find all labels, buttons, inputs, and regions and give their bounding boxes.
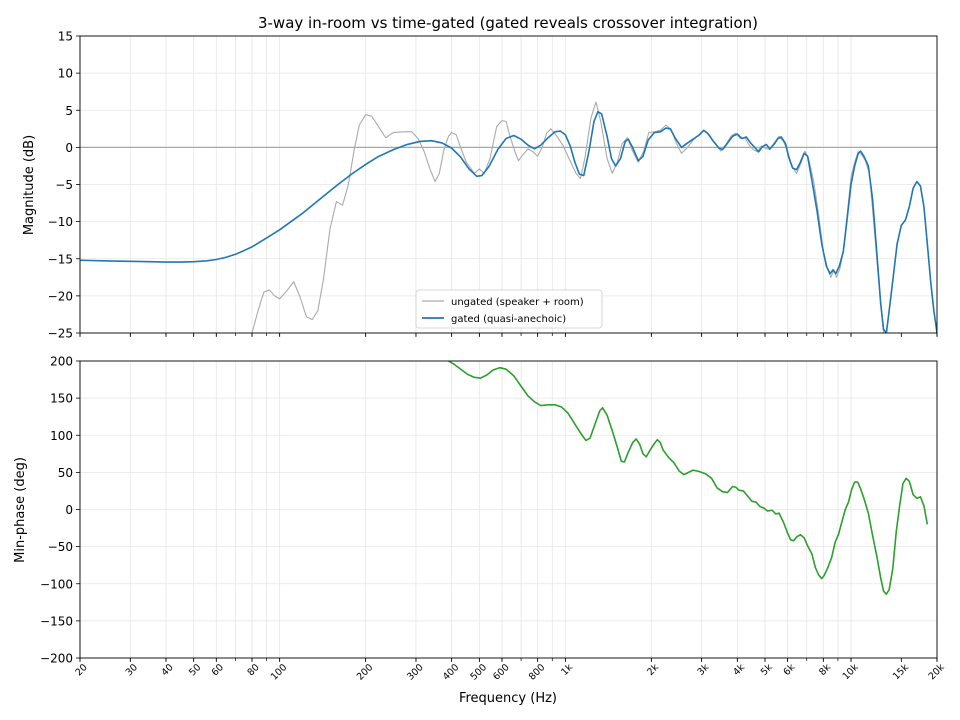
y-tick-label: 0 <box>65 503 73 517</box>
x-tick-label: 200 <box>355 662 376 683</box>
y-tick-label: −5 <box>55 178 73 192</box>
x-tick-label: 20k <box>927 662 948 683</box>
x-tick-label: 100 <box>269 662 290 683</box>
legend-box <box>415 289 603 329</box>
x-tick-label: 2k <box>645 662 661 678</box>
x-tick-label: 8k <box>817 662 833 678</box>
y-tick-label: −150 <box>40 614 73 628</box>
y-tick-label: 15 <box>58 30 73 44</box>
y-axis-label-phase: Min-phase (deg) <box>13 457 28 563</box>
x-tick-label: 40 <box>159 662 175 678</box>
x-tick-label: 3k <box>695 662 711 678</box>
x-tick-label: 5k <box>759 662 775 678</box>
x-tick-label: 10k <box>841 662 862 683</box>
y-tick-label: 100 <box>50 429 73 443</box>
x-tick-label: 600 <box>491 662 512 683</box>
x-tick-label: 400 <box>441 662 462 683</box>
y-tick-label: 200 <box>50 355 73 369</box>
x-tick-label: 60 <box>210 662 226 678</box>
gated-series-line <box>80 110 937 333</box>
chart-title: 3-way in-room vs time-gated (gated revea… <box>258 14 758 32</box>
y-tick-label: 50 <box>58 466 73 480</box>
x-tick-label: 4k <box>731 662 747 678</box>
magnitude-panel: 15 10 5 0 −5 −10 −15 −20 −25 <box>48 30 938 341</box>
y-axis-label-magnitude: Magnitude (dB) <box>22 135 37 235</box>
x-tick-label: 15k <box>891 662 912 683</box>
plot-frame <box>79 360 938 659</box>
x-tick-label: 500 <box>469 662 490 683</box>
y-tick-label: −10 <box>48 215 73 229</box>
y-tick-label: −200 <box>40 652 73 666</box>
x-tick-label: 300 <box>405 662 426 683</box>
y-tick-label: −20 <box>48 289 73 303</box>
x-tick-label: 80 <box>245 662 261 678</box>
y-tick-label: 0 <box>65 141 73 155</box>
x-tick-label: 1k <box>559 662 575 678</box>
y-tick-label: −15 <box>48 252 73 266</box>
x-tick-label: 50 <box>187 662 203 678</box>
x-tick-label: 800 <box>527 662 548 683</box>
x-tick-label: 20 <box>73 662 89 678</box>
y-tick-label: −100 <box>40 577 73 591</box>
y-tick-label: −25 <box>48 327 73 341</box>
x-axis-label: Frequency (Hz) <box>459 691 557 706</box>
phase-series-line <box>448 361 929 595</box>
x-tick-label: 30 <box>124 662 140 678</box>
legend-label: gated (quasi-anechoic) <box>451 314 566 325</box>
y-tick-label: 10 <box>58 67 73 81</box>
legend: ungated (speaker + room) gated (quasi-ane… <box>415 289 603 329</box>
y-tick-label: 5 <box>65 104 73 118</box>
y-tick-label: 150 <box>50 392 73 406</box>
x-tick-label: 6k <box>781 662 797 678</box>
plot-frame <box>79 35 938 334</box>
legend-label: ungated (speaker + room) <box>451 297 584 308</box>
y-tick-label: −50 <box>48 540 73 554</box>
